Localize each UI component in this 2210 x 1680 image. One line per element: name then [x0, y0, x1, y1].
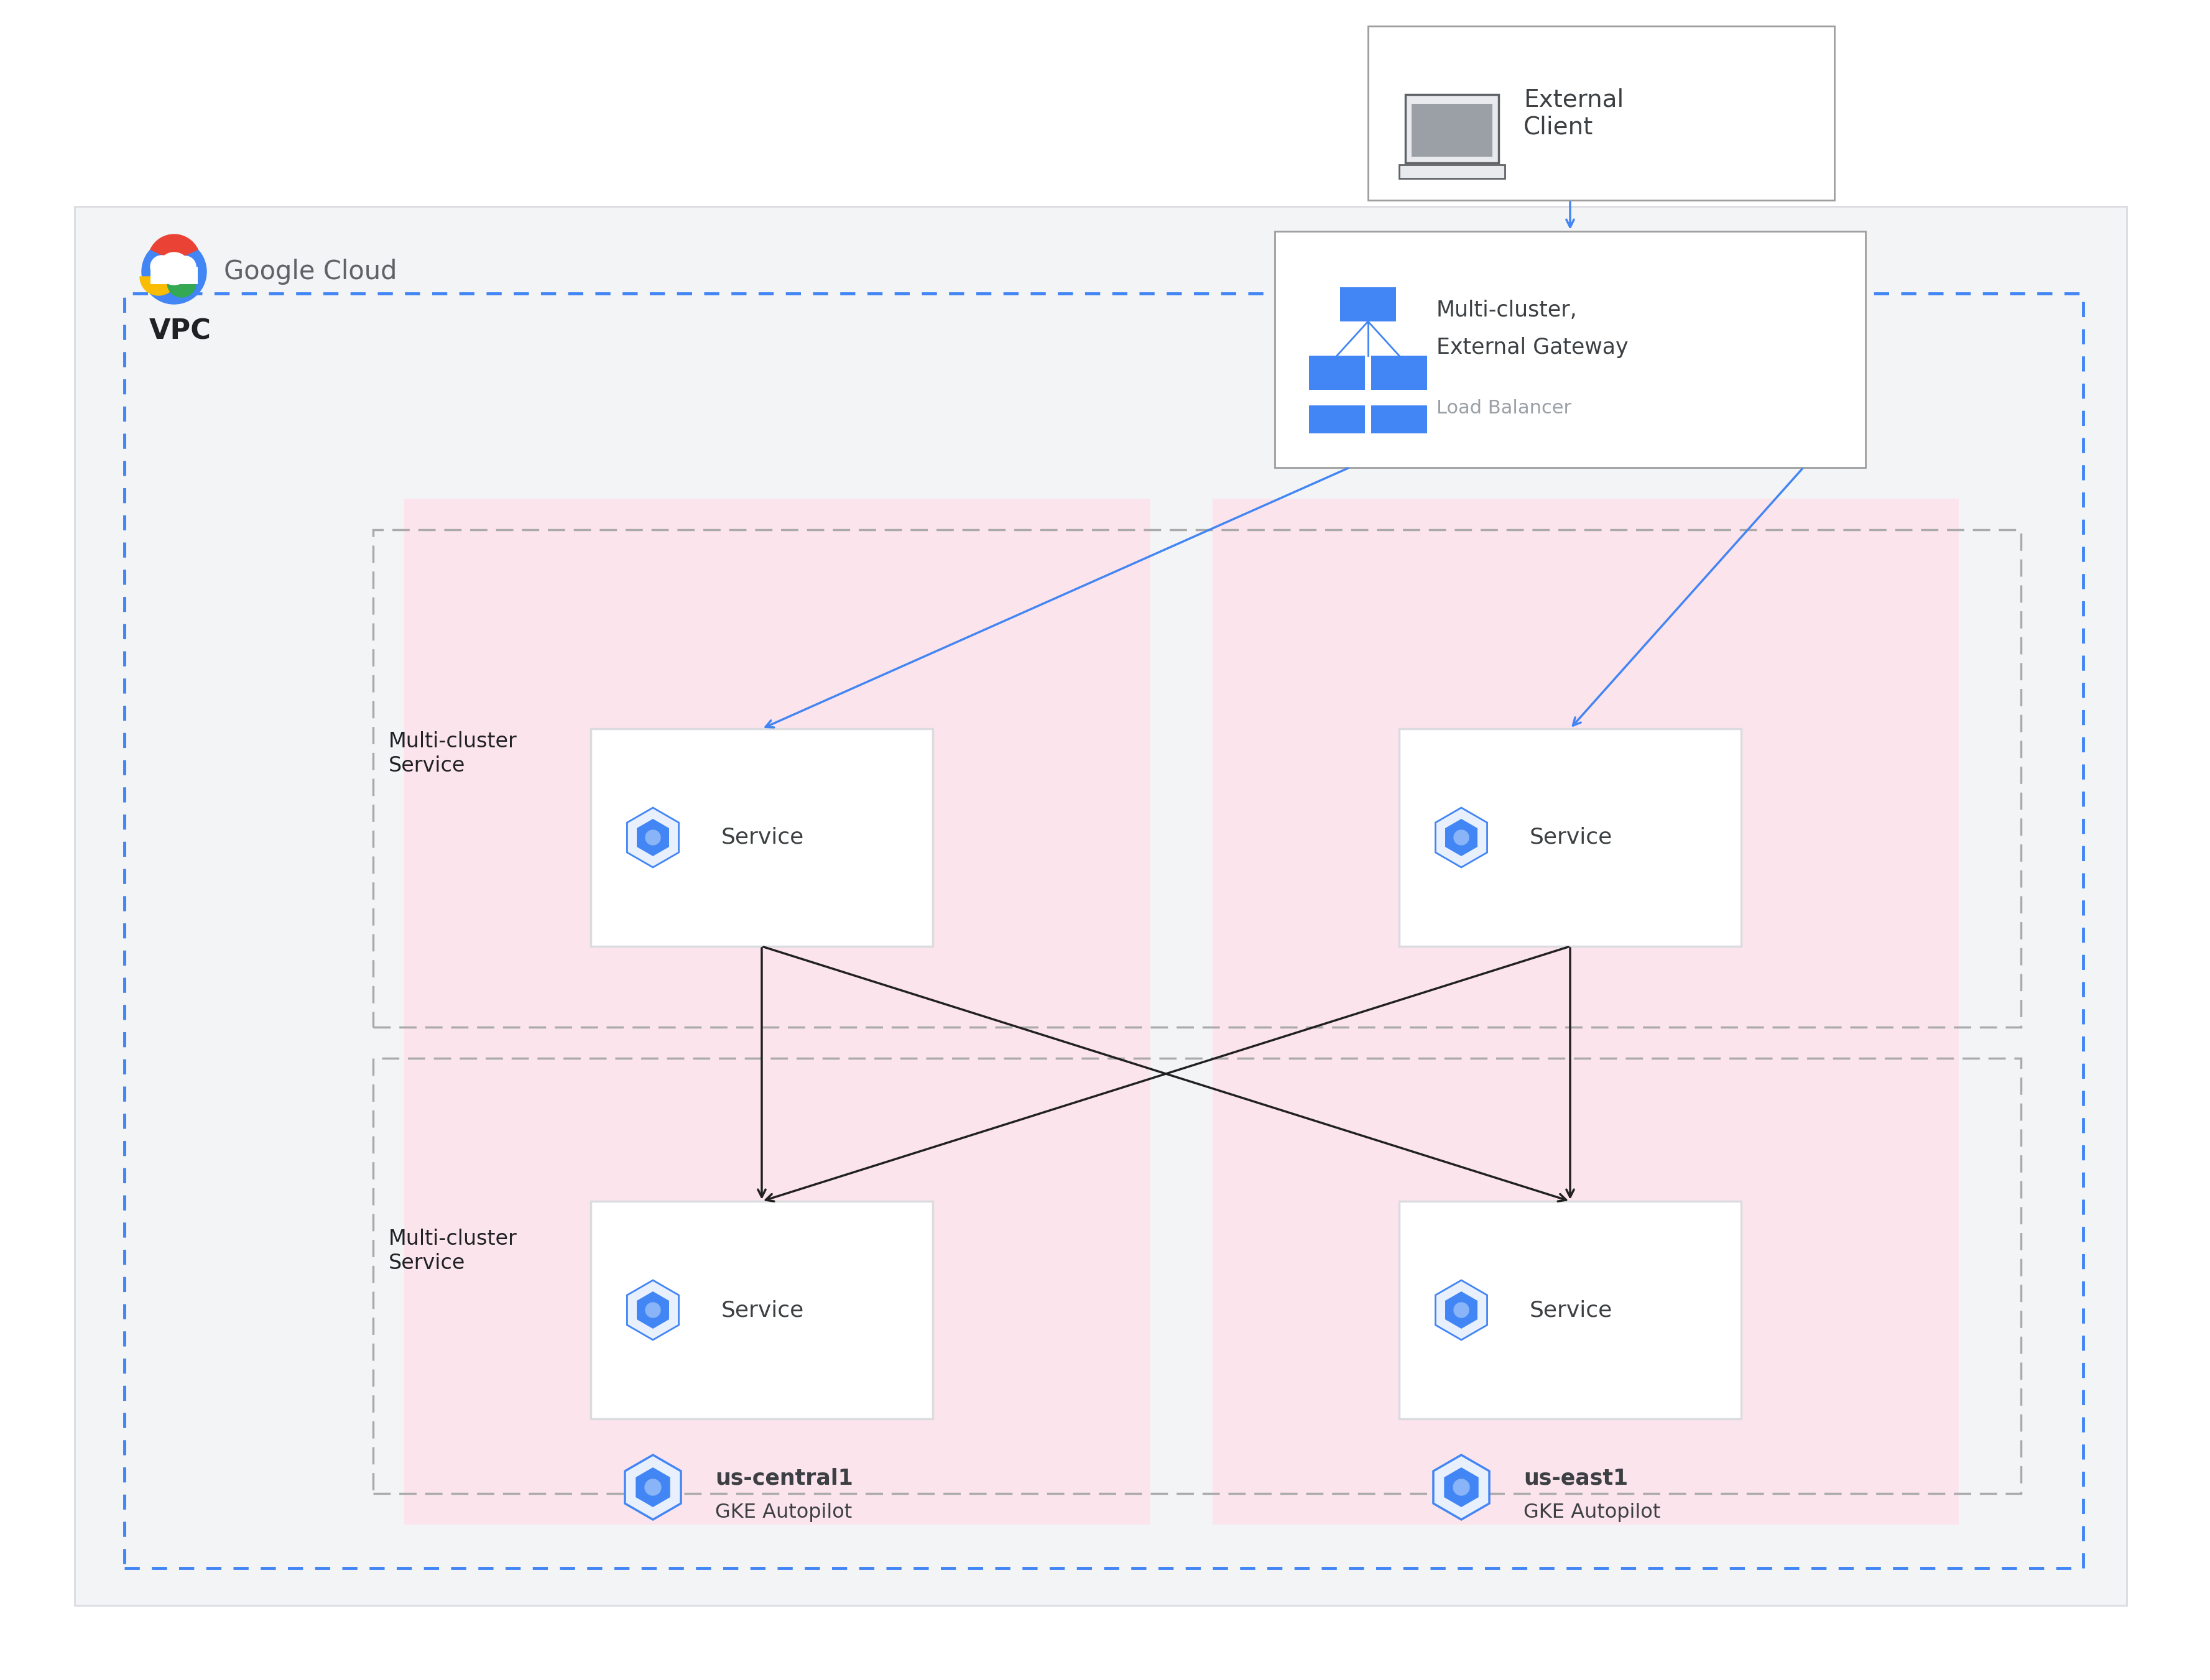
Wedge shape: [150, 235, 197, 260]
Text: GKE Autopilot: GKE Autopilot: [1523, 1502, 1660, 1522]
Polygon shape: [628, 808, 678, 867]
Wedge shape: [139, 277, 177, 296]
Polygon shape: [1432, 1455, 1490, 1520]
Bar: [1308, 405, 1364, 433]
Bar: [1308, 356, 1364, 390]
Text: Service: Service: [720, 827, 804, 848]
Text: VPC: VPC: [150, 318, 212, 344]
Polygon shape: [625, 1455, 681, 1520]
Bar: [1275, 232, 1865, 467]
Circle shape: [645, 830, 661, 845]
Bar: [1399, 1201, 1741, 1420]
Circle shape: [150, 255, 172, 277]
Text: GKE Autopilot: GKE Autopilot: [714, 1502, 851, 1522]
Polygon shape: [636, 818, 670, 857]
Bar: [1406, 94, 1498, 163]
Text: Google Cloud: Google Cloud: [223, 259, 398, 286]
Bar: [590, 729, 933, 946]
Text: Service: Service: [720, 1300, 804, 1320]
Bar: [373, 529, 2020, 1026]
Polygon shape: [1445, 818, 1476, 857]
Text: Multi-cluster
Service: Multi-cluster Service: [389, 1228, 517, 1273]
Bar: [124, 294, 2082, 1567]
Text: Load Balancer: Load Balancer: [1436, 400, 1571, 418]
Text: Service: Service: [1529, 1300, 1611, 1320]
Bar: [150, 267, 197, 284]
Bar: [1339, 287, 1397, 321]
Bar: [1368, 27, 1834, 200]
Bar: [1412, 104, 1492, 156]
Circle shape: [1452, 1478, 1470, 1495]
Circle shape: [645, 1478, 661, 1495]
Text: us-central1: us-central1: [714, 1467, 853, 1488]
Wedge shape: [168, 282, 197, 297]
Bar: [1370, 405, 1428, 433]
Text: us-east1: us-east1: [1523, 1467, 1627, 1488]
Circle shape: [1454, 830, 1467, 845]
Bar: [1370, 356, 1428, 390]
Bar: [590, 1201, 933, 1420]
Bar: [1399, 165, 1505, 178]
Circle shape: [645, 1302, 661, 1317]
Bar: [1213, 499, 1958, 1524]
Circle shape: [141, 239, 206, 304]
Text: Service: Service: [1529, 827, 1611, 848]
Bar: [75, 207, 2126, 1606]
Polygon shape: [1434, 808, 1487, 867]
Circle shape: [157, 252, 190, 286]
Polygon shape: [628, 1280, 678, 1341]
Polygon shape: [1434, 1280, 1487, 1341]
Bar: [404, 499, 1149, 1524]
Bar: [373, 1058, 2020, 1494]
Text: External
Client: External Client: [1523, 87, 1624, 139]
Text: Multi-cluster
Service: Multi-cluster Service: [389, 731, 517, 776]
Polygon shape: [1445, 1292, 1476, 1329]
Text: External Gateway: External Gateway: [1436, 338, 1629, 358]
Circle shape: [175, 255, 197, 277]
Bar: [1399, 729, 1741, 946]
Circle shape: [1454, 1302, 1467, 1317]
Polygon shape: [1443, 1467, 1478, 1507]
Text: Multi-cluster,: Multi-cluster,: [1436, 299, 1578, 321]
Polygon shape: [636, 1467, 670, 1507]
Polygon shape: [636, 1292, 670, 1329]
